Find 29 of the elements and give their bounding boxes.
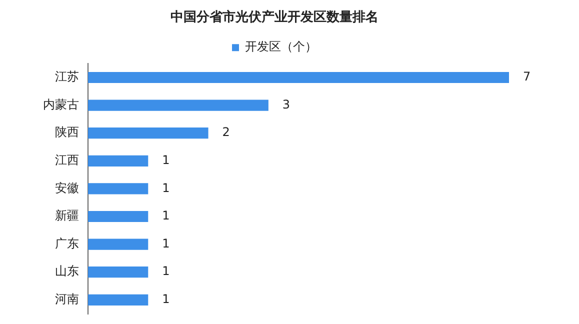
bar [88,100,268,111]
data-label: 1 [162,264,170,278]
bar [88,72,509,84]
y-tick-label: 广东 [55,236,79,250]
data-label: 1 [162,292,170,306]
data-label: 1 [162,208,170,223]
data-label: 1 [162,180,170,195]
y-tick-label: 陕西 [55,125,79,140]
legend-label: 开发区（个） [245,40,317,54]
y-tick-label: 安徽 [55,180,79,195]
y-tick-label: 江西 [55,153,79,168]
y-tick-label: 内蒙古 [43,97,79,112]
y-tick-label: 新疆 [55,208,79,223]
y-tick-label: 河南 [55,292,79,306]
bar [88,266,148,278]
data-label: 1 [162,236,170,250]
data-label: 1 [162,153,170,168]
chart-title: 中国分省市光伏产业开发区数量排名 [170,9,378,26]
bar [88,294,148,306]
y-tick-label: 江苏 [55,70,79,84]
data-label: 3 [282,97,290,112]
bar [88,155,148,166]
bar [88,183,148,194]
bar [88,238,148,250]
data-label: 7 [523,70,531,84]
bar [88,210,148,222]
data-label: 2 [222,125,230,140]
bar [88,128,208,139]
y-tick-label: 山东 [55,264,79,278]
